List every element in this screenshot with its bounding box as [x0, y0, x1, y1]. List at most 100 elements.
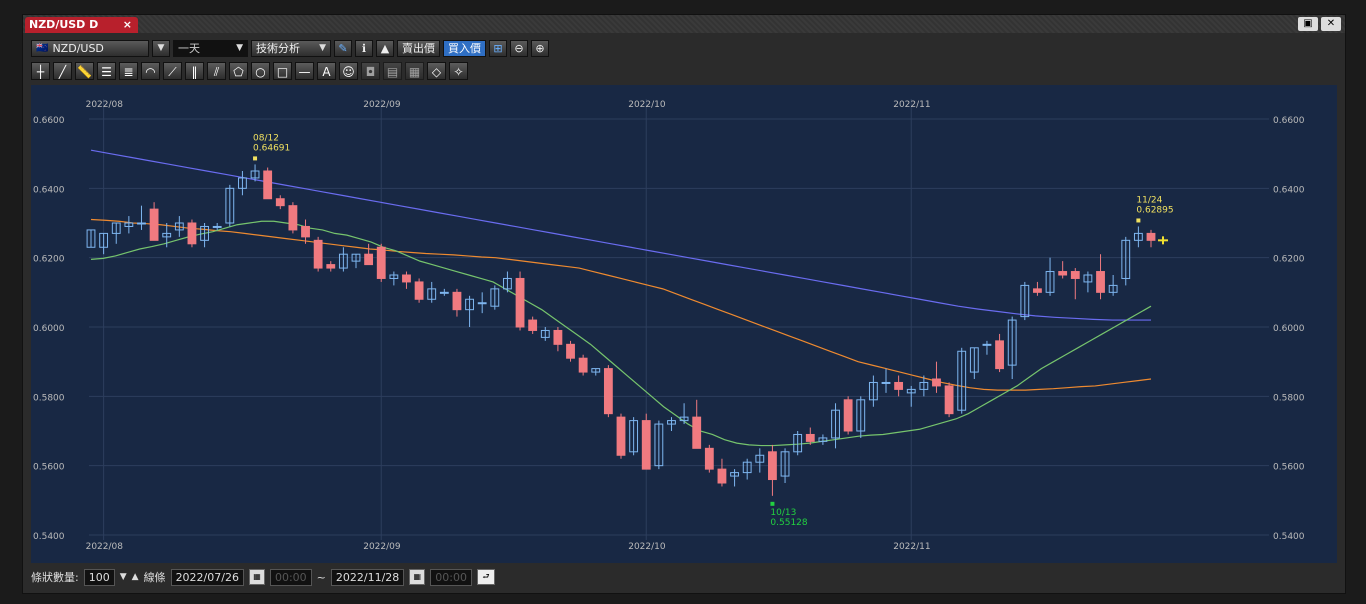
candle-body[interactable]: [755, 454, 765, 463]
candle-body[interactable]: [982, 343, 992, 346]
candle-body[interactable]: [250, 170, 260, 179]
candle-body[interactable]: [768, 451, 777, 481]
text-tool-icon[interactable]: A: [317, 62, 336, 80]
candle-body[interactable]: [591, 368, 601, 373]
count-up-icon[interactable]: ▲: [131, 572, 139, 582]
count-value[interactable]: 100: [83, 568, 115, 586]
count-down-icon[interactable]: ▼: [119, 572, 127, 582]
candle-body[interactable]: [124, 222, 134, 227]
hlines-tool-icon[interactable]: ☰: [97, 62, 116, 80]
zoom-out-button[interactable]: ⊖: [510, 39, 528, 57]
candle-body[interactable]: [805, 433, 815, 442]
candle-body[interactable]: [881, 381, 891, 384]
candle-body[interactable]: [326, 264, 336, 269]
candle-body[interactable]: [187, 222, 197, 245]
info-button[interactable]: ℹ: [355, 39, 373, 57]
candle-body[interactable]: [995, 340, 1004, 370]
candle-body[interactable]: [99, 232, 109, 248]
candle-body[interactable]: [439, 291, 449, 294]
image-tool-2-icon[interactable]: ▤: [383, 62, 402, 80]
candle-body[interactable]: [742, 461, 752, 474]
candle-body[interactable]: [906, 388, 916, 394]
candle-body[interactable]: [301, 225, 310, 238]
candle-body[interactable]: [263, 170, 273, 200]
candle-body[interactable]: [137, 222, 146, 225]
eraser-icon[interactable]: ◇: [427, 62, 446, 80]
candle-body[interactable]: [843, 399, 853, 432]
candle-body[interactable]: [793, 433, 803, 453]
candle-body[interactable]: [200, 225, 209, 241]
candle-body[interactable]: [818, 437, 828, 442]
candle-body[interactable]: [111, 222, 121, 234]
candle-body[interactable]: [162, 232, 172, 238]
fan-tool-icon[interactable]: ⟋: [163, 62, 182, 80]
candle-body[interactable]: [629, 420, 639, 453]
candle-body[interactable]: [515, 277, 525, 328]
polygon-tool-icon[interactable]: ⬠: [229, 62, 248, 80]
crosshair-tool-icon[interactable]: ┼: [31, 62, 50, 80]
period-select[interactable]: 一天 ▼: [173, 39, 248, 57]
candle-body[interactable]: [641, 420, 651, 470]
zoom-in-button[interactable]: ⊕: [531, 39, 549, 57]
line-tool-icon[interactable]: ╱: [53, 62, 72, 80]
candle-body[interactable]: [1033, 288, 1042, 293]
candle-body[interactable]: [313, 239, 323, 269]
candle-body[interactable]: [553, 329, 563, 345]
chart-tab[interactable]: NZD/USD D ×: [25, 17, 138, 33]
ruler-tool-icon[interactable]: 📏: [75, 62, 94, 80]
candle-body[interactable]: [704, 447, 714, 470]
start-time-field[interactable]: 00:00: [269, 568, 312, 586]
candle-body[interactable]: [452, 291, 462, 311]
rectangle-tool-icon[interactable]: □: [273, 62, 292, 80]
candle-body[interactable]: [667, 420, 676, 425]
candle-body[interactable]: [465, 298, 474, 311]
candle-body[interactable]: [856, 399, 866, 432]
close-window-button[interactable]: ✕: [1321, 17, 1341, 31]
start-date-field[interactable]: 2022/07/26: [170, 568, 244, 586]
candle-body[interactable]: [490, 288, 500, 307]
candle-body[interactable]: [1083, 274, 1093, 283]
candle-body[interactable]: [238, 177, 247, 189]
candle-body[interactable]: [692, 416, 702, 449]
vlines-tool-icon[interactable]: ‖: [185, 62, 204, 80]
candle-body[interactable]: [225, 187, 235, 224]
candle-body[interactable]: [1096, 271, 1105, 293]
restore-window-button[interactable]: ▣: [1298, 17, 1318, 31]
indicator-button[interactable]: ⊞: [489, 39, 507, 57]
candle-body[interactable]: [376, 246, 386, 279]
candle-body[interactable]: [364, 253, 374, 266]
candle-body[interactable]: [86, 229, 96, 248]
candle-body[interactable]: [288, 205, 298, 231]
channel-tool-icon[interactable]: ⫽: [207, 62, 226, 80]
candle-body[interactable]: [1121, 239, 1131, 279]
pencil-button[interactable]: ✎: [334, 39, 352, 57]
candle-body[interactable]: [1108, 284, 1118, 293]
candle-body[interactable]: [1058, 271, 1068, 276]
analysis-menu[interactable]: 技術分析 ▼: [251, 39, 331, 57]
buy-price-button[interactable]: 買入價: [443, 39, 486, 57]
candle-body[interactable]: [174, 222, 184, 231]
candle-body[interactable]: [603, 368, 613, 415]
candle-body[interactable]: [540, 329, 550, 338]
calendar-icon[interactable]: ▦: [248, 569, 265, 585]
candle-body[interactable]: [679, 416, 689, 422]
candle-body[interactable]: [957, 350, 967, 411]
candle-body[interactable]: [1045, 271, 1055, 293]
candle-body[interactable]: [730, 472, 739, 477]
circle-tool-icon[interactable]: ○: [251, 62, 270, 80]
candle-body[interactable]: [780, 451, 790, 477]
apply-return-icon[interactable]: ⮐: [477, 569, 495, 585]
hlines-dense-tool-icon[interactable]: ≣: [119, 62, 138, 80]
candle-body[interactable]: [427, 288, 437, 300]
candle-body[interactable]: [894, 381, 904, 390]
candle-body[interactable]: [1146, 232, 1156, 241]
candle-body[interactable]: [944, 385, 954, 415]
hline-tool-icon[interactable]: —: [295, 62, 314, 80]
image-tool-1-icon[interactable]: ◘: [361, 62, 380, 80]
end-date-field[interactable]: 2022/11/28: [330, 568, 405, 586]
candle-body[interactable]: [389, 274, 399, 279]
price-chart[interactable]: 0.6600 0.6600 0.6400 0.6400 0.6200 0.6200 0.60…: [31, 85, 1337, 563]
chart-type-button[interactable]: ▲: [376, 39, 394, 57]
candle-body[interactable]: [1020, 284, 1030, 318]
arc-tool-icon[interactable]: ◠: [141, 62, 160, 80]
